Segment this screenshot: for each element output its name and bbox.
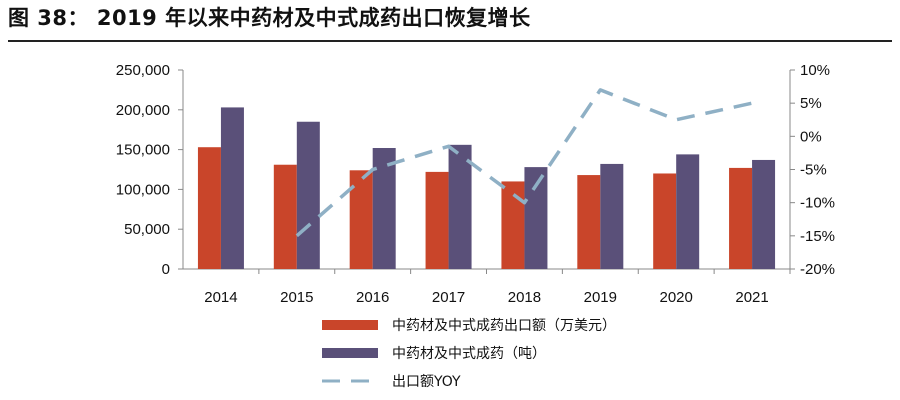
right-tick-label: 10% — [800, 62, 830, 79]
left-tick-label: 0 — [162, 261, 170, 278]
left-tick-label: 200,000 — [116, 102, 170, 119]
left-tick-label: 50,000 — [124, 221, 170, 238]
bar-export-volume — [296, 121, 320, 270]
right-tick-label: -20% — [800, 261, 835, 278]
x-tick-label: 2019 — [584, 289, 617, 306]
legend-swatch — [322, 320, 378, 330]
right-tick-label: 5% — [800, 95, 822, 112]
right-tick-label: -5% — [800, 162, 827, 179]
x-tick-label: 2021 — [735, 289, 768, 306]
bar-export-value — [425, 171, 449, 269]
right-tick-label: -15% — [800, 228, 835, 245]
legend-label: 中药材及中式成药（吨） — [392, 346, 546, 362]
bar-export-volume — [524, 167, 548, 269]
left-tick-label: 250,000 — [116, 62, 170, 79]
bar-export-volume — [372, 148, 396, 269]
title-rule — [8, 40, 892, 42]
legend-swatch — [322, 348, 378, 358]
bar-export-value — [653, 173, 677, 269]
figure-title: 图 38： 2019 年以来中药材及中式成药出口恢复增长 — [8, 6, 531, 30]
legend-label: 中药材及中式成药出口额（万美元） — [392, 318, 616, 334]
right-tick-label: -10% — [800, 195, 835, 212]
bar-export-value — [349, 170, 373, 269]
bar-export-volume — [600, 163, 624, 269]
bar-export-value — [729, 167, 753, 269]
x-tick-label: 2014 — [204, 289, 237, 306]
bar-export-value — [273, 164, 297, 269]
bar-export-value — [501, 181, 525, 269]
bar-export-volume — [448, 144, 472, 269]
bar-export-volume — [752, 159, 776, 269]
left-tick-label: 150,000 — [116, 142, 170, 159]
bar-export-value — [577, 175, 601, 269]
right-tick-label: 0% — [800, 128, 822, 145]
x-tick-label: 2020 — [660, 289, 693, 306]
bar-export-value — [197, 147, 221, 269]
x-tick-label: 2017 — [432, 289, 465, 306]
x-tick-label: 2018 — [508, 289, 541, 306]
x-tick-label: 2015 — [280, 289, 313, 306]
bar-export-volume — [676, 154, 700, 269]
left-tick-label: 100,000 — [116, 181, 170, 198]
legend-label: 出口额YOY — [392, 374, 461, 390]
bar-export-volume — [220, 107, 244, 269]
x-tick-label: 2016 — [356, 289, 389, 306]
